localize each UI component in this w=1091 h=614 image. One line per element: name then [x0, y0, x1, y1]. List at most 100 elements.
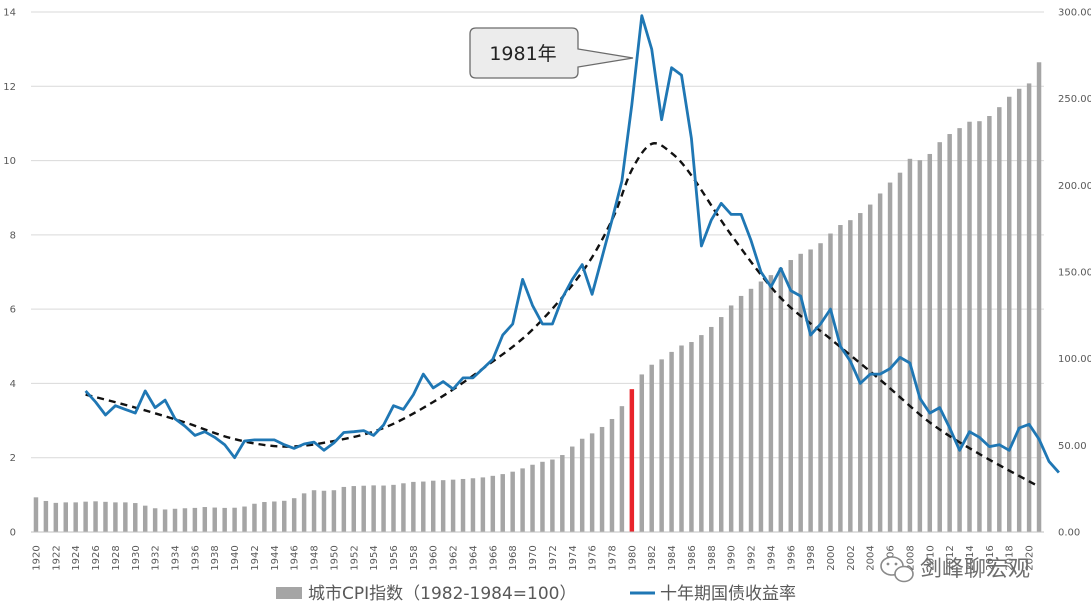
cpi-bar — [699, 335, 704, 532]
cpi-bar — [460, 478, 466, 532]
right-tick-label: 50.00 — [1058, 441, 1087, 452]
cpi-bar — [718, 317, 724, 532]
callout-box — [469, 27, 634, 79]
x-tick-label: 1974 — [568, 545, 579, 570]
x-tick-label: 1944 — [270, 545, 281, 570]
cpi-bar — [997, 107, 1002, 532]
legend: 城市CPI指数（1982-1984=100） 十年期国债收益率 — [276, 584, 796, 604]
x-axis: 1920 1922 1924 1926 1928 1930 1932 1934 1936 1938… — [31, 531, 1044, 571]
yield-line — [84, 14, 1060, 474]
x-tick-label: 2016 — [985, 545, 996, 570]
cpi-bar — [579, 438, 585, 532]
left-tick-label: 0 — [10, 528, 16, 539]
x-tick-label: 1972 — [548, 545, 559, 570]
x-tick-label: 1964 — [468, 545, 479, 570]
cpi-bar — [162, 509, 168, 532]
x-tick-label: 1958 — [409, 545, 420, 570]
cpi-bar — [589, 433, 595, 532]
cpi-bar — [73, 502, 78, 532]
cpi-bar — [818, 243, 823, 532]
x-tick-label: 1984 — [667, 545, 678, 570]
cpi-bar — [53, 502, 59, 532]
cpi-bar — [1026, 83, 1032, 532]
gridlines — [31, 11, 1044, 533]
x-tick-label: 2018 — [1005, 545, 1016, 570]
cpi-bar — [987, 116, 992, 532]
x-tick-label: 1996 — [786, 545, 797, 570]
cpi-bar — [858, 213, 863, 533]
x-tick-label: 2000 — [826, 545, 837, 570]
left-tick-label: 6 — [10, 305, 16, 316]
cpi-bar — [311, 490, 317, 532]
cpi-bar — [520, 468, 525, 532]
cpi-bar — [679, 345, 684, 532]
cpi-bar — [480, 477, 486, 532]
x-tick-label: 1994 — [766, 545, 777, 570]
x-tick-label: 2020 — [1025, 545, 1036, 570]
cpi-bar-highlight — [629, 389, 635, 532]
cpi-bar — [639, 374, 645, 532]
x-tick-label: 1968 — [508, 545, 519, 570]
left-tick-label: 8 — [10, 230, 16, 241]
cpi-bar — [321, 490, 327, 532]
x-tick-label: 1924 — [71, 545, 82, 570]
left-tick-label: 10 — [3, 156, 16, 167]
cpi-bar — [550, 459, 555, 532]
cpi-bar — [192, 507, 198, 532]
cpi-bar — [788, 260, 793, 532]
cpi-bar — [103, 501, 108, 532]
x-tick-label: 1946 — [290, 545, 301, 570]
cpi-bar — [43, 500, 49, 532]
cpi-bar — [282, 500, 287, 532]
cpi-bar — [421, 481, 426, 532]
x-tick-label: 1960 — [429, 545, 440, 570]
cpi-bar — [659, 359, 664, 532]
cpi-bar — [927, 153, 933, 532]
cpi-bar — [291, 498, 297, 532]
right-tick-label: 0.00 — [1058, 528, 1080, 539]
cpi-bar — [391, 484, 396, 532]
x-tick-label: 1990 — [727, 545, 738, 570]
cpi-bar — [450, 479, 456, 532]
watermark: 剑峰聊宏观 — [880, 556, 1030, 583]
cpi-bar — [232, 507, 237, 532]
cpi-bar — [947, 134, 952, 532]
cpi-bar — [957, 128, 962, 532]
x-tick-label: 1952 — [349, 545, 360, 570]
cpi-bar — [341, 486, 347, 532]
cpi-bar — [252, 503, 257, 532]
cpi-bar — [907, 158, 913, 532]
left-tick-label: 2 — [10, 453, 16, 464]
legend-cpi-label: 城市CPI指数（1982-1984=100） — [308, 584, 577, 604]
cpi-bar — [1007, 96, 1012, 532]
cpi-bar — [113, 502, 118, 532]
x-tick-label: 2014 — [965, 545, 976, 570]
cpi-bar — [609, 418, 615, 532]
right-tick-label: 250.00 — [1058, 94, 1091, 105]
cpi-bar — [977, 121, 982, 532]
cpi-bar — [301, 493, 307, 532]
cpi-bar — [897, 172, 903, 532]
x-tick-label: 1938 — [210, 545, 221, 570]
cpi-bar — [768, 275, 774, 532]
x-tick-label: 1998 — [806, 545, 817, 570]
cpi-bar — [222, 507, 227, 532]
x-tick-label: 1940 — [230, 545, 241, 570]
legend-yield-label: 十年期国债收益率 — [660, 584, 796, 604]
cpi-bar — [917, 160, 923, 532]
right-tick-label: 200.00 — [1058, 181, 1091, 192]
cpi-bar — [93, 501, 98, 532]
cpi-bar — [490, 475, 496, 532]
x-tick-label: 1948 — [310, 545, 321, 570]
callout-label: 1981年 — [489, 43, 556, 65]
cpi-bar — [33, 497, 39, 532]
right-axis: 0.00 50.00 100.00 150.00 200.00 250.00 300.00 — [1058, 8, 1091, 539]
x-tick-label: 1934 — [171, 545, 182, 570]
annotation-callout: 1981年 — [469, 27, 634, 79]
cpi-bar — [371, 485, 376, 532]
cpi-bar — [351, 486, 357, 532]
cpi-bar — [619, 406, 625, 532]
x-tick-label: 2004 — [866, 545, 877, 570]
x-tick-label: 1950 — [329, 545, 340, 570]
